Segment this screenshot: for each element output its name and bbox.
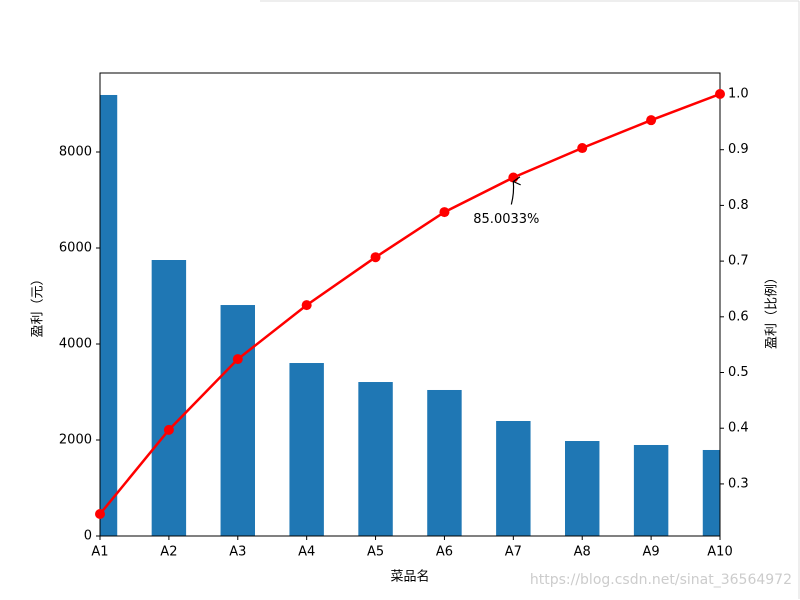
bar [100,94,118,536]
y2-tick-label: 0.5 [728,365,749,380]
bar [633,444,669,536]
x-tick-label: A5 [367,545,384,560]
y-tick-label: 6000 [59,241,92,256]
x-tick-label: A10 [707,545,732,560]
annotation-arrow [510,182,513,205]
x-axis-label: 菜品名 [390,569,429,585]
y2-tick-label: 0.6 [728,309,749,324]
bar [565,441,600,536]
x-tick-label: A7 [505,545,522,560]
line-marker [577,143,588,154]
y2-tick-label: 0.9 [728,142,749,157]
bar [151,260,187,536]
line-marker [646,115,657,126]
bar [427,389,462,536]
line-marker [301,300,312,311]
line-marker [232,354,243,365]
bar [289,363,324,536]
annotation: 85.0033% [473,212,539,227]
watermark: https://blog.csdn.net/sinat_36564972 [530,572,792,588]
x-tick-label: A8 [574,545,591,560]
plot-area [100,92,720,536]
y2-axis-label: 盈利（比例） [765,271,780,349]
y2-tick-label: 1.0 [728,86,749,101]
y-tick-label: 8000 [59,145,92,160]
y2-tick-label: 0.3 [728,476,749,491]
line-marker [715,88,725,99]
plot-frame [99,72,721,537]
y2-tick-label: 0.4 [728,421,749,436]
y-axis-label: 盈利（元） [31,272,46,337]
y-tick-label: 2000 [59,433,92,448]
line-marker [508,172,519,183]
x-tick-label: A3 [229,545,246,560]
x-tick-label: A9 [643,545,660,560]
x-tick-label: A1 [91,545,108,560]
x-tick-label: A4 [298,545,315,560]
y-tick-label: 4000 [59,337,92,352]
line-marker [439,207,450,218]
x-tick-label: A6 [436,545,453,560]
line [100,92,720,515]
y2-tick-label: 0.7 [728,254,749,269]
x-tick-label: A2 [160,545,177,560]
bar [702,449,720,536]
y2-tick-label: 0.8 [728,198,749,213]
y-tick-label: 0 [84,529,92,544]
bar [220,305,255,536]
bar [358,382,393,536]
bar [496,420,531,536]
line-marker [163,424,174,435]
line-marker [95,508,105,519]
line-marker [370,252,381,263]
